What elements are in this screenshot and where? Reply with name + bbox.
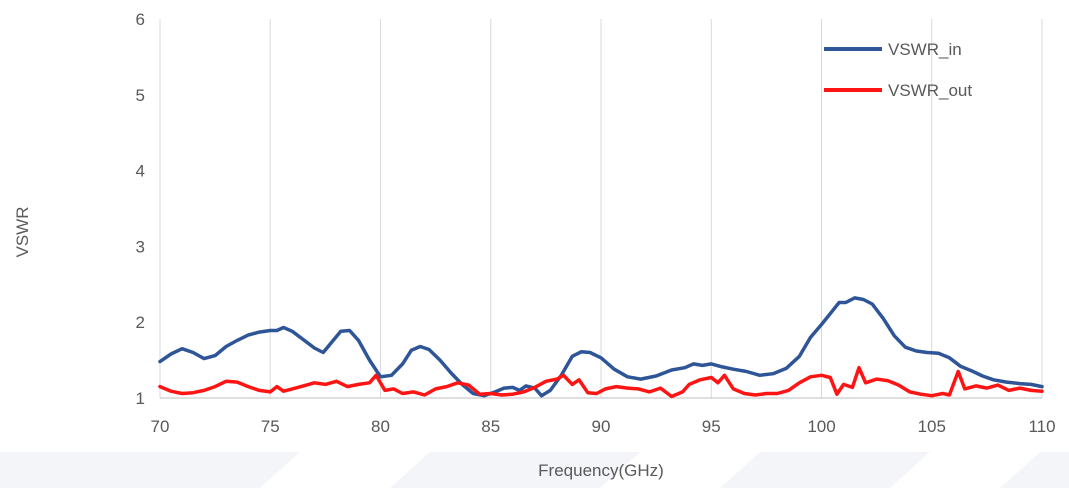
legend-label-vswr-in: VSWR_in xyxy=(888,40,962,59)
series-line-vswr-out xyxy=(158,365,1044,399)
tick-labels: 70 75 80 85 90 95 100 105 110 1 2 3 4 5 6 xyxy=(136,10,1056,436)
y-tick-label: 4 xyxy=(136,162,145,181)
watermark-stripe-1 xyxy=(260,452,430,488)
x-tick-label: 70 xyxy=(151,417,170,436)
y-tick-label: 2 xyxy=(136,313,145,332)
legend-label-vswr-out: VSWR_out xyxy=(888,81,972,100)
watermark-stripe-2 xyxy=(600,452,760,488)
y-axis-title: VSWR xyxy=(13,207,32,258)
legend: VSWR_in VSWR_out xyxy=(824,40,972,100)
series-layer xyxy=(158,296,1044,399)
x-tick-label: 95 xyxy=(702,417,721,436)
x-tick-label: 85 xyxy=(481,417,500,436)
x-tick-label: 100 xyxy=(807,417,835,436)
series-line-vswr-in xyxy=(158,296,1044,398)
grid xyxy=(159,19,1043,398)
x-tick-label: 90 xyxy=(592,417,611,436)
watermark xyxy=(0,452,1069,488)
x-axis-title: Frequency(GHz) xyxy=(538,461,664,480)
x-tick-label: 80 xyxy=(371,417,390,436)
y-tick-label: 3 xyxy=(136,237,145,256)
watermark-stripe-3 xyxy=(890,452,1040,488)
y-tick-label: 5 xyxy=(136,86,145,105)
x-tick-label: 110 xyxy=(1028,417,1055,436)
x-tick-label: 105 xyxy=(918,417,946,436)
watermark-band xyxy=(0,452,1069,488)
y-tick-label: 1 xyxy=(136,389,145,408)
y-tick-label: 6 xyxy=(136,10,145,29)
x-tick-label: 75 xyxy=(261,417,280,436)
